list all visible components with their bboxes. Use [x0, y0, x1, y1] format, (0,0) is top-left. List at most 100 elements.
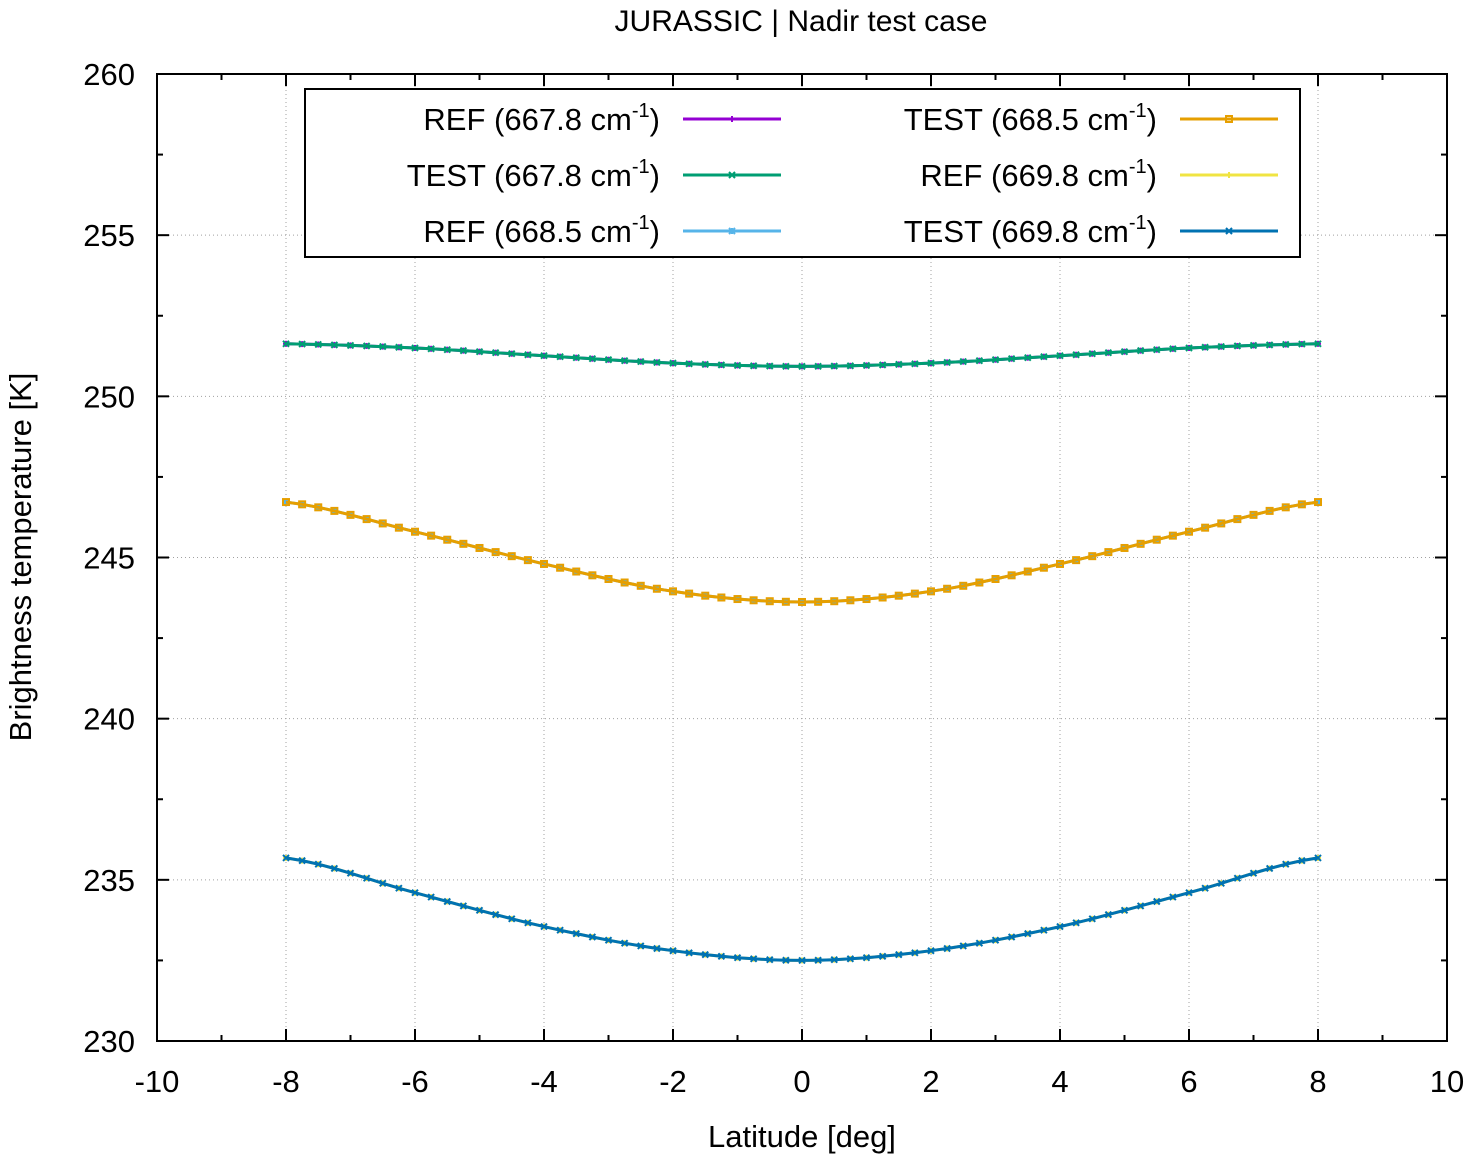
- data-point: [508, 350, 516, 358]
- legend-marker: [1225, 115, 1233, 123]
- legend-label-sup: -1: [632, 100, 650, 122]
- legend-box: [304, 88, 1301, 258]
- data-point: [475, 906, 484, 915]
- data-point: [1217, 342, 1225, 351]
- legend-label-end: ): [650, 102, 660, 137]
- data-point: [1233, 342, 1242, 350]
- data-point: [862, 595, 871, 604]
- legend-label-main: TEST (669.8 cm: [904, 214, 1129, 249]
- data-point: [1233, 874, 1242, 882]
- series-line: [285, 500, 1319, 604]
- data-point: [1104, 348, 1113, 357]
- data-point: [701, 360, 709, 369]
- data-point: [459, 346, 468, 355]
- legend-label: TEST (669.8 cm-1): [904, 212, 1157, 249]
- legend-label: REF (667.8 cm-1): [423, 100, 660, 137]
- data-point: [427, 531, 436, 540]
- x-tick-label: 6: [1180, 1064, 1197, 1099]
- data-point: [475, 347, 484, 356]
- data-point: [314, 860, 322, 868]
- legend-entry: TEST (668.5 cm-1): [904, 100, 1278, 137]
- data-point: [1201, 523, 1210, 532]
- data-point: [378, 519, 387, 528]
- data-point: [1152, 535, 1161, 544]
- data-point: [991, 574, 1000, 583]
- data-point: [314, 340, 322, 349]
- data-point: [830, 955, 838, 964]
- x-axis-label: Latitude [deg]: [708, 1119, 896, 1154]
- data-point: [782, 362, 790, 370]
- x-tick-label: 8: [1309, 1064, 1326, 1099]
- legend-marker: [1225, 227, 1233, 235]
- data-point: [1314, 340, 1322, 348]
- data-point: [298, 340, 306, 348]
- series-layer: [282, 340, 1322, 965]
- data-point: [362, 515, 371, 524]
- data-point: [766, 955, 774, 964]
- series-1: [282, 340, 1322, 371]
- data-point: [572, 567, 581, 576]
- data-point: [459, 902, 468, 910]
- y-axis-label: Brightness temperature [K]: [3, 373, 38, 742]
- data-point: [1201, 884, 1209, 892]
- legend-label-sup: -1: [632, 212, 650, 234]
- data-point: [540, 922, 548, 931]
- y-tick-label: 230: [83, 1024, 135, 1059]
- data-point: [411, 344, 419, 352]
- data-point: [1136, 902, 1145, 910]
- data-point: [1104, 548, 1113, 557]
- data-point: [685, 589, 694, 598]
- data-point: [572, 929, 580, 938]
- legend-entry: TEST (667.8 cm-1): [407, 156, 781, 193]
- data-point: [1007, 933, 1016, 941]
- data-point: [1217, 519, 1226, 528]
- data-point: [540, 352, 548, 360]
- data-point: [653, 358, 661, 367]
- data-point: [1169, 893, 1177, 901]
- data-point: [524, 351, 532, 359]
- data-point: [1249, 869, 1258, 877]
- legend-label-main: TEST (667.8 cm: [407, 158, 632, 193]
- data-point: [1024, 353, 1032, 362]
- x-tick-label: -2: [659, 1064, 687, 1099]
- data-point: [330, 341, 339, 349]
- data-point: [910, 589, 919, 598]
- data-point: [491, 548, 500, 557]
- legend-label: REF (669.8 cm-1): [920, 156, 1157, 193]
- y-tick-label: 250: [83, 379, 135, 414]
- data-point: [298, 856, 306, 865]
- data-point: [1088, 552, 1097, 561]
- x-tick-label: -8: [272, 1064, 300, 1099]
- data-point: [1249, 341, 1258, 350]
- data-point: [427, 893, 435, 901]
- data-point: [927, 587, 935, 596]
- data-point: [395, 343, 403, 351]
- data-point: [1297, 500, 1306, 509]
- data-point: [1298, 340, 1306, 348]
- data-point: [427, 345, 435, 353]
- data-point: [862, 953, 871, 962]
- data-point: [1153, 345, 1161, 354]
- data-point: [798, 956, 806, 965]
- data-point: [943, 358, 951, 367]
- data-point: [814, 956, 822, 964]
- legend-marker: [1226, 172, 1232, 178]
- data-point: [1120, 347, 1129, 356]
- series-5: [282, 854, 1322, 965]
- data-point: [765, 597, 774, 606]
- data-point: [733, 361, 742, 370]
- data-point: [637, 942, 645, 950]
- data-point: [1185, 344, 1193, 352]
- data-point: [523, 556, 532, 565]
- data-point: [862, 361, 871, 370]
- legend-label-end: ): [1147, 102, 1157, 137]
- data-point: [572, 353, 580, 362]
- legend-marker: [729, 116, 735, 122]
- data-point: [749, 596, 758, 605]
- data-point: [1282, 340, 1290, 349]
- data-point: [298, 500, 307, 509]
- legend-label-main: TEST (668.5 cm: [904, 102, 1129, 137]
- legend-label-end: ): [1147, 158, 1157, 193]
- data-point: [1056, 922, 1064, 931]
